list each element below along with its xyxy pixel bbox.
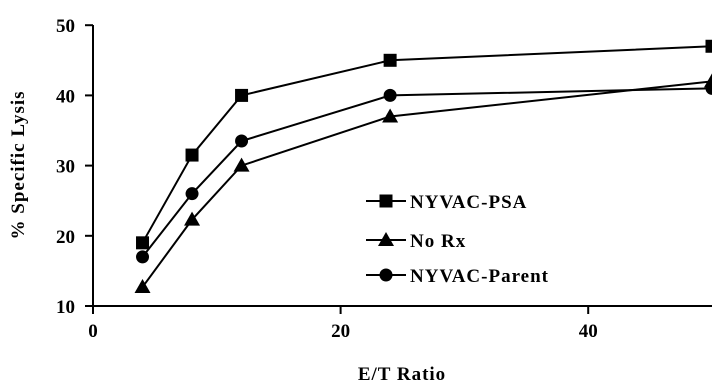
x-tick-label: 0 <box>88 321 98 342</box>
series-no-rx <box>134 73 712 294</box>
data-point-nyvac-parent <box>136 250 150 264</box>
data-point-nyvac-parent <box>705 81 712 95</box>
data-point-nyvac-psa <box>136 236 150 250</box>
data-point-nyvac-psa <box>185 148 199 162</box>
legend: NYVAC-PSA No Rx NYVAC-Parent <box>366 192 549 287</box>
y-tick-label: 20 <box>56 227 75 248</box>
y-tick-label: 40 <box>56 86 75 107</box>
data-point-nyvac-parent <box>383 88 397 102</box>
data-point-nyvac-psa <box>235 88 249 102</box>
data-point-no-rx <box>233 157 250 172</box>
ticks <box>85 24 590 314</box>
x-tick-label: 20 <box>331 321 350 342</box>
legend-label-no-rx: No Rx <box>410 231 466 252</box>
data-point-no-rx <box>184 211 201 226</box>
series-layer <box>134 39 712 294</box>
y-tick-label: 10 <box>56 297 75 318</box>
y-axis-title: % Specific Lysis <box>8 90 29 239</box>
series-nyvac-psa <box>136 39 712 250</box>
tick-labels: 10 20 30 40 50 0 20 40 <box>56 16 598 342</box>
series-nyvac-parent <box>136 81 712 264</box>
data-point-nyvac-psa <box>383 53 397 67</box>
x-axis-title: E/T Ratio <box>358 364 446 385</box>
legend-marker-nyvac-psa <box>379 194 393 208</box>
data-point-no-rx <box>134 279 151 294</box>
legend-marker-no-rx <box>378 232 394 246</box>
legend-marker-nyvac-parent <box>379 268 393 282</box>
y-tick-label: 30 <box>56 157 75 178</box>
x-tick-label: 40 <box>579 321 598 342</box>
legend-label-nyvac-parent: NYVAC-Parent <box>410 266 549 287</box>
data-point-no-rx <box>382 108 399 123</box>
legend-label-nyvac-psa: NYVAC-PSA <box>410 192 527 213</box>
data-point-nyvac-parent <box>185 187 199 201</box>
y-tick-label: 50 <box>56 16 75 37</box>
data-point-nyvac-parent <box>235 134 249 148</box>
data-point-nyvac-psa <box>705 39 712 53</box>
series-line-nyvac-psa <box>141 45 712 244</box>
